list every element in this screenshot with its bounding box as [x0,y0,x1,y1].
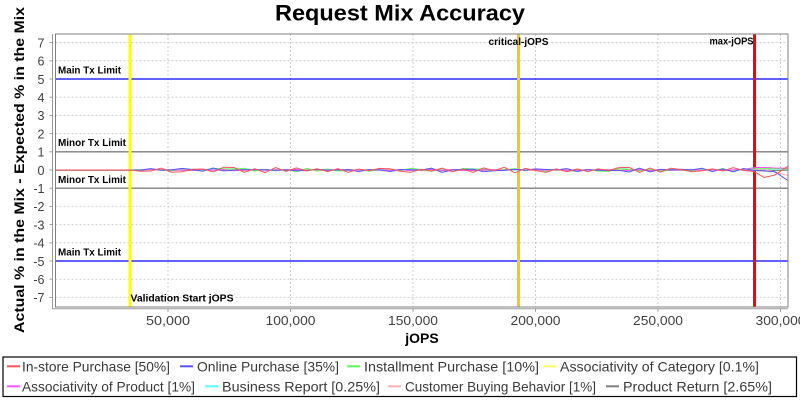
svg-text:jOPS: jOPS [404,330,438,346]
svg-text:250,000: 250,000 [633,314,683,328]
svg-text:150,000: 150,000 [388,314,438,328]
svg-text:Minor Tx Limit: Minor Tx Limit [58,138,127,149]
svg-text:Request Mix Accuracy: Request Mix Accuracy [275,1,526,26]
svg-text:Minor Tx Limit: Minor Tx Limit [58,175,127,186]
svg-text:Actual % in the Mix - Expected: Actual % in the Mix - Expected % in the … [11,7,27,333]
svg-text:300,000: 300,000 [756,314,800,328]
svg-text:critical-jOPS: critical-jOPS [489,37,550,48]
svg-text:Validation Start jOPS: Validation Start jOPS [131,294,235,305]
svg-text:Business Report [0.25%]: Business Report [0.25%] [222,379,380,395]
svg-text:Online Purchase [35%]: Online Purchase [35%] [197,359,339,375]
svg-text:6: 6 [38,55,45,69]
svg-text:-1: -1 [33,182,44,196]
svg-text:Associativity of Product [1%]: Associativity of Product [1%] [22,379,195,395]
svg-text:-4: -4 [33,237,44,251]
svg-text:Customer Buying Behavior [1%]: Customer Buying Behavior [1%] [405,379,596,395]
svg-text:4: 4 [38,91,45,105]
svg-text:Associativity of Category [0.1: Associativity of Category [0.1%] [560,359,759,375]
svg-text:-5: -5 [33,255,44,269]
svg-text:1: 1 [38,146,45,160]
svg-text:200,000: 200,000 [511,314,561,328]
svg-text:Main Tx Limit: Main Tx Limit [58,66,122,77]
svg-text:Main Tx Limit: Main Tx Limit [58,248,122,259]
svg-text:2: 2 [38,127,45,141]
svg-text:3: 3 [38,109,45,123]
svg-text:5: 5 [38,73,45,87]
svg-text:-2: -2 [33,200,44,214]
svg-text:-3: -3 [33,218,44,232]
svg-text:50,000: 50,000 [146,314,190,328]
svg-text:0: 0 [38,164,45,178]
svg-text:Installment Purchase [10%]: Installment Purchase [10%] [364,359,539,375]
svg-text:100,000: 100,000 [266,314,316,328]
svg-text:-6: -6 [33,273,44,287]
svg-text:7: 7 [38,36,45,50]
svg-text:Product Return [2.65%]: Product Return [2.65%] [623,379,772,395]
svg-text:-7: -7 [33,291,44,305]
svg-text:max-jOPS: max-jOPS [710,37,755,48]
svg-text:In-store Purchase [50%]: In-store Purchase [50%] [22,359,170,375]
